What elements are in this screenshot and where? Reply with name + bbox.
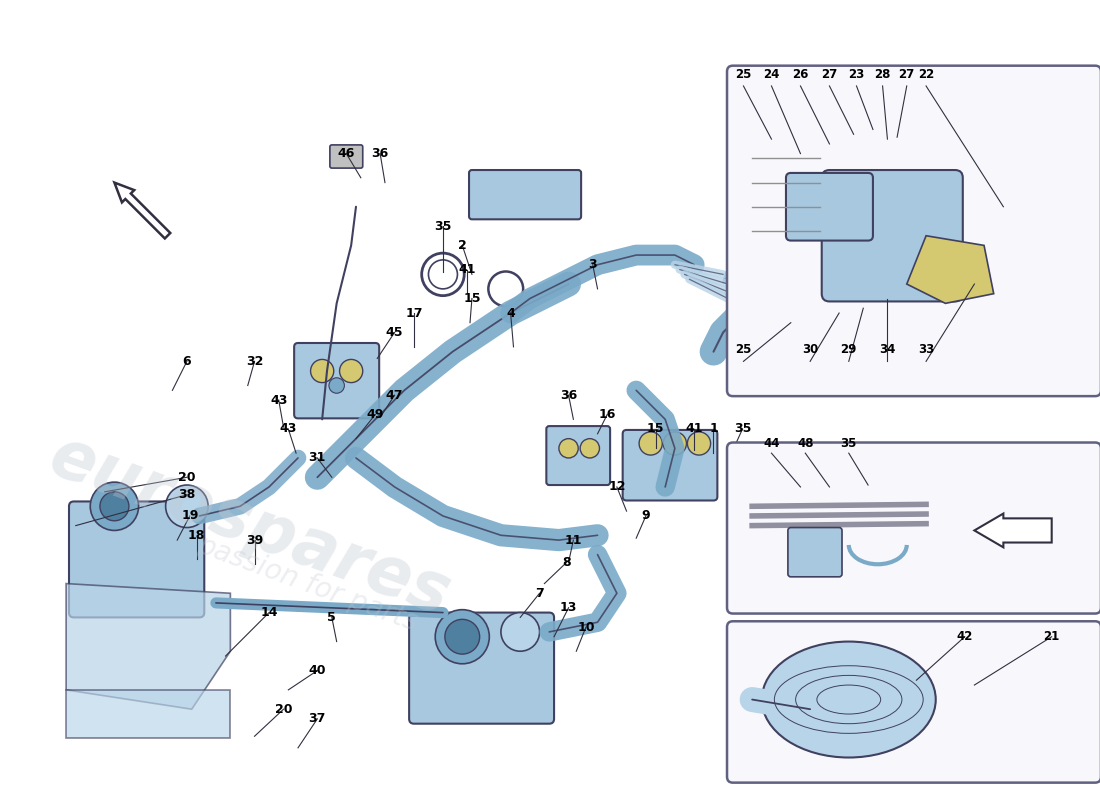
FancyBboxPatch shape [788, 527, 842, 577]
Text: 19: 19 [182, 510, 198, 522]
Text: 29: 29 [840, 343, 857, 356]
Text: 31: 31 [309, 451, 326, 465]
Text: 36: 36 [372, 147, 388, 160]
FancyBboxPatch shape [727, 66, 1100, 396]
Text: 10: 10 [578, 621, 595, 634]
Circle shape [559, 438, 579, 458]
Text: 43: 43 [270, 394, 287, 406]
Text: 25: 25 [735, 343, 751, 356]
Text: 5: 5 [328, 611, 337, 624]
Text: 44: 44 [763, 437, 780, 450]
Text: 36: 36 [560, 389, 578, 402]
Text: 41: 41 [685, 422, 703, 435]
Text: 47: 47 [386, 389, 404, 402]
Text: 13: 13 [560, 602, 578, 614]
Text: 45: 45 [386, 326, 404, 339]
Text: 12: 12 [608, 481, 626, 494]
Text: passion for parts: passion for parts [194, 530, 422, 637]
FancyBboxPatch shape [294, 343, 379, 418]
Text: 11: 11 [564, 534, 582, 546]
Text: 39: 39 [246, 534, 263, 546]
Text: 32: 32 [245, 355, 263, 368]
Text: 30: 30 [802, 343, 818, 356]
Text: eurospares: eurospares [41, 422, 459, 629]
Text: 46: 46 [338, 147, 355, 160]
Text: 20: 20 [178, 471, 196, 484]
Text: 7: 7 [536, 586, 543, 600]
Text: 26: 26 [792, 68, 808, 81]
Text: 22: 22 [917, 68, 934, 81]
Ellipse shape [762, 642, 936, 758]
Circle shape [90, 482, 139, 530]
Text: 35: 35 [840, 437, 857, 450]
Circle shape [639, 432, 662, 455]
Text: 40: 40 [309, 664, 326, 677]
Text: 20: 20 [275, 702, 293, 716]
FancyBboxPatch shape [69, 502, 205, 618]
Text: 41: 41 [459, 263, 476, 276]
Text: 4: 4 [506, 306, 515, 319]
FancyBboxPatch shape [330, 145, 363, 168]
FancyBboxPatch shape [409, 613, 554, 724]
Text: 16: 16 [598, 408, 616, 421]
Text: 48: 48 [798, 437, 814, 450]
FancyArrow shape [975, 514, 1052, 547]
Text: 49: 49 [366, 408, 384, 421]
Text: 24: 24 [763, 68, 780, 81]
Circle shape [436, 610, 490, 664]
FancyBboxPatch shape [469, 170, 581, 219]
Polygon shape [66, 690, 230, 738]
Text: 2: 2 [458, 239, 466, 252]
Circle shape [688, 432, 711, 455]
Text: 37: 37 [309, 712, 326, 726]
Text: 34: 34 [879, 343, 895, 356]
Text: 6: 6 [183, 355, 191, 368]
Text: 17: 17 [405, 306, 422, 319]
FancyBboxPatch shape [786, 173, 873, 241]
Text: 25: 25 [735, 68, 751, 81]
Circle shape [663, 432, 686, 455]
Text: 21: 21 [1044, 630, 1059, 643]
Text: 23: 23 [848, 68, 865, 81]
Circle shape [100, 492, 129, 521]
FancyBboxPatch shape [727, 442, 1100, 614]
Circle shape [444, 619, 480, 654]
Circle shape [340, 359, 363, 382]
Circle shape [166, 485, 208, 527]
Text: 9: 9 [641, 510, 650, 522]
Circle shape [329, 378, 344, 394]
FancyArrow shape [114, 182, 170, 238]
Text: 14: 14 [261, 606, 278, 619]
Text: 8: 8 [562, 556, 571, 569]
Polygon shape [906, 236, 993, 303]
FancyBboxPatch shape [623, 430, 717, 501]
Polygon shape [66, 583, 230, 710]
FancyBboxPatch shape [547, 426, 611, 485]
Text: 15: 15 [463, 292, 481, 305]
Text: 35: 35 [734, 422, 751, 435]
Text: 28: 28 [874, 68, 891, 81]
Circle shape [580, 438, 600, 458]
Text: 35: 35 [434, 219, 452, 233]
Text: 1: 1 [710, 422, 718, 435]
Text: 27: 27 [899, 68, 915, 81]
Text: 42: 42 [957, 630, 972, 643]
Circle shape [310, 359, 333, 382]
FancyBboxPatch shape [727, 622, 1100, 782]
Text: 27: 27 [822, 68, 837, 81]
Text: 33: 33 [917, 343, 934, 356]
Text: 43: 43 [279, 422, 297, 435]
Text: 38: 38 [178, 488, 196, 501]
Text: 3: 3 [588, 258, 597, 271]
Text: 15: 15 [647, 422, 664, 435]
FancyBboxPatch shape [822, 170, 962, 302]
Text: 18: 18 [188, 529, 206, 542]
Circle shape [500, 613, 540, 651]
